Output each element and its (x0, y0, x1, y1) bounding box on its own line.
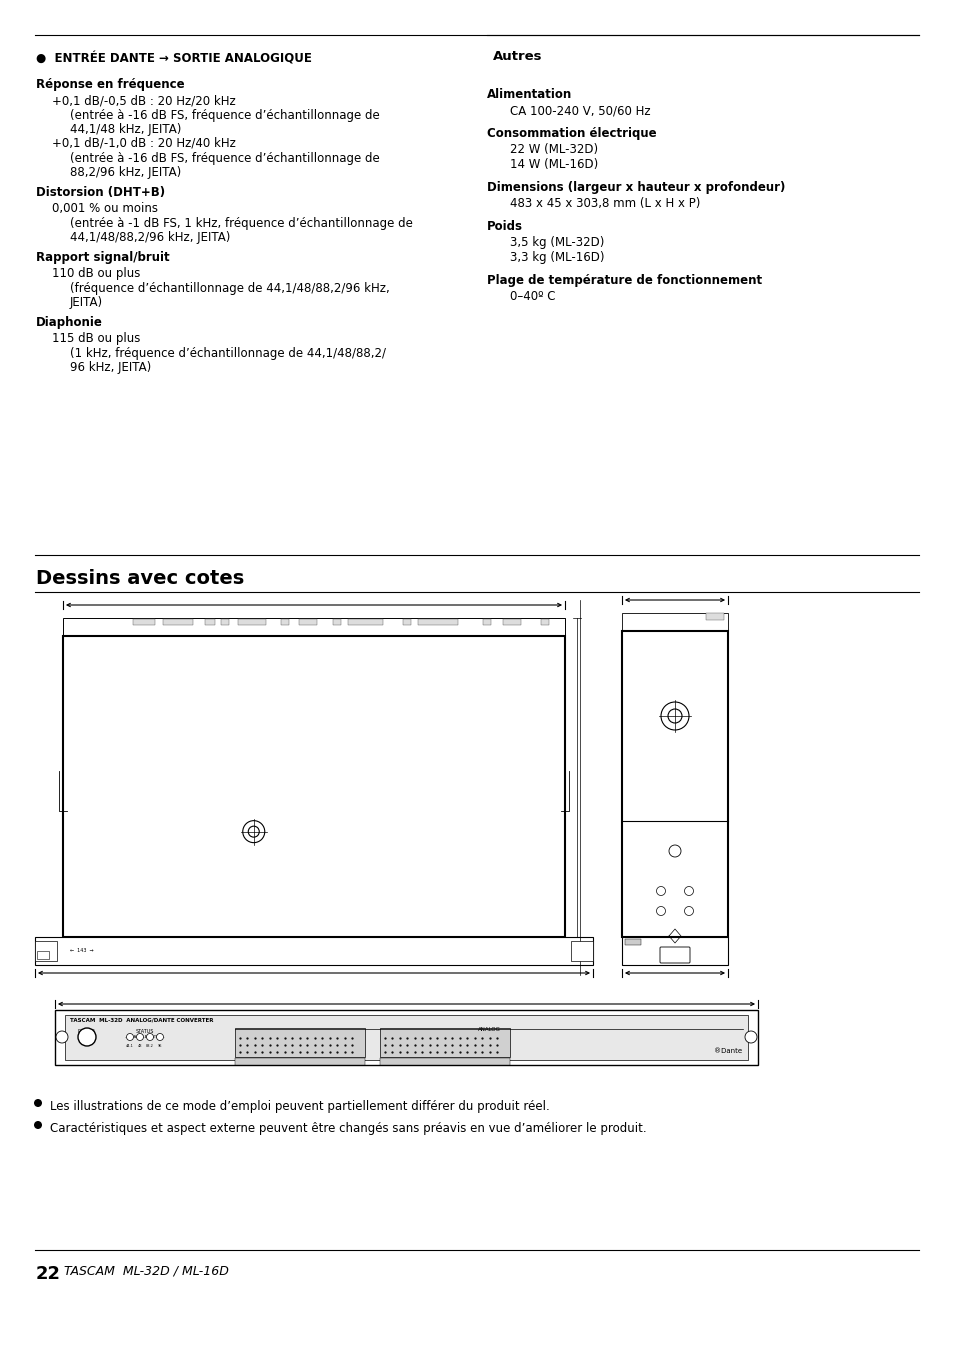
Circle shape (667, 709, 681, 724)
Circle shape (656, 887, 665, 895)
Text: 3,3 kg (ML-16D): 3,3 kg (ML-16D) (510, 251, 604, 265)
Text: 14 W (ML-16D): 14 W (ML-16D) (510, 158, 598, 171)
Text: POWER: POWER (78, 1029, 96, 1034)
Bar (237, 620, 266, 625)
Text: Dimensions (largeur x hauteur x profondeur): Dimensions (largeur x hauteur x profonde… (486, 181, 784, 194)
Circle shape (147, 1034, 153, 1041)
Bar (37, 950, 49, 958)
Circle shape (668, 845, 680, 857)
Bar (333, 620, 340, 625)
Text: 48: 48 (137, 1044, 142, 1048)
Circle shape (78, 1027, 96, 1046)
Text: 44,1/48/88,2/96 kHz, JEITA): 44,1/48/88,2/96 kHz, JEITA) (70, 231, 230, 244)
Text: 3,5 kg (ML-32D): 3,5 kg (ML-32D) (510, 236, 604, 248)
Text: (fréquence d’échantillonnage de 44,1/48/88,2/96 kHz,: (fréquence d’échantillonnage de 44,1/48/… (70, 282, 390, 296)
Circle shape (156, 1034, 163, 1041)
Bar (402, 620, 411, 625)
Bar (132, 620, 154, 625)
Bar (35, 937, 593, 965)
Text: TASCAM  ML-32D / ML-16D: TASCAM ML-32D / ML-16D (64, 1265, 229, 1278)
Text: ANALOG: ANALOG (477, 1027, 500, 1031)
Text: (entrée à -16 dB FS, fréquence d’échantillonnage de: (entrée à -16 dB FS, fréquence d’échanti… (70, 153, 379, 165)
Text: ●  ENTRÉE DANTE → SORTIE ANALOGIQUE: ● ENTRÉE DANTE → SORTIE ANALOGIQUE (36, 53, 312, 65)
Text: 44.1: 44.1 (126, 1044, 133, 1048)
Text: 22: 22 (36, 1265, 61, 1282)
Circle shape (744, 1031, 757, 1044)
Text: (1 kHz, fréquence d’échantillonnage de 44,1/48/88,2/: (1 kHz, fréquence d’échantillonnage de 4… (70, 347, 386, 360)
Circle shape (127, 1034, 133, 1041)
Text: (entrée à -16 dB FS, fréquence d’échantillonnage de: (entrée à -16 dB FS, fréquence d’échanti… (70, 109, 379, 122)
Circle shape (684, 906, 693, 915)
Bar (205, 620, 214, 625)
Circle shape (248, 826, 259, 837)
Bar (221, 620, 229, 625)
Bar (55, 1010, 758, 1065)
Bar (163, 620, 193, 625)
Text: --- SAMPLE RATE ---: --- SAMPLE RATE --- (125, 1035, 165, 1040)
Text: Diaphonie: Diaphonie (36, 316, 103, 329)
Text: 22 W (ML-32D): 22 W (ML-32D) (510, 143, 598, 157)
Bar (540, 620, 548, 625)
Text: Consommation électrique: Consommation électrique (486, 127, 656, 140)
Text: ®Dante: ®Dante (713, 1048, 741, 1054)
Bar (379, 1058, 510, 1065)
Circle shape (136, 1034, 143, 1041)
Text: Dessins avec cotes: Dessins avec cotes (36, 568, 244, 589)
Text: 483 x 45 x 303,8 mm (L x H x P): 483 x 45 x 303,8 mm (L x H x P) (510, 197, 700, 211)
Bar (621, 937, 727, 965)
Text: Plage de température de fonctionnement: Plage de température de fonctionnement (486, 274, 761, 288)
Text: 96: 96 (157, 1044, 162, 1048)
Bar (482, 620, 491, 625)
Text: STATUS: STATUS (135, 1029, 154, 1034)
Bar (65, 1015, 747, 1060)
Bar (63, 618, 564, 636)
Bar (624, 940, 640, 945)
Text: 88.2: 88.2 (146, 1044, 153, 1048)
Circle shape (242, 821, 265, 842)
Text: (entrée à -1 dB FS, 1 kHz, fréquence d’échantillonnage de: (entrée à -1 dB FS, 1 kHz, fréquence d’é… (70, 217, 413, 230)
Text: JEITA): JEITA) (70, 296, 103, 309)
Circle shape (34, 1120, 42, 1129)
Circle shape (660, 702, 688, 730)
Text: 110 dB ou plus: 110 dB ou plus (52, 267, 140, 279)
Bar (571, 941, 593, 961)
Bar (621, 630, 727, 937)
Bar (35, 941, 57, 961)
Text: Alimentation: Alimentation (486, 88, 572, 101)
Text: Distorsion (DHT+B): Distorsion (DHT+B) (36, 186, 165, 198)
Text: 115 dB ou plus: 115 dB ou plus (52, 332, 140, 346)
Bar (63, 636, 564, 937)
Bar (281, 620, 289, 625)
Bar (417, 620, 457, 625)
Circle shape (56, 1031, 68, 1044)
Bar (234, 1058, 365, 1065)
Bar (348, 620, 382, 625)
Text: 44,1/48 kHz, JEITA): 44,1/48 kHz, JEITA) (70, 123, 181, 136)
Circle shape (684, 887, 693, 895)
Bar (379, 1027, 510, 1057)
Text: Poids: Poids (486, 220, 522, 234)
Text: Les illustrations de ce mode d’emploi peuvent partiellement différer du produit : Les illustrations de ce mode d’emploi pe… (50, 1100, 549, 1112)
Bar (705, 613, 723, 620)
Bar (502, 620, 520, 625)
Text: Rapport signal/bruit: Rapport signal/bruit (36, 251, 170, 265)
Text: 96 kHz, JEITA): 96 kHz, JEITA) (70, 360, 152, 374)
Bar (621, 613, 727, 630)
Text: TASCAM  ML-32D  ANALOG/DANTE CONVERTER: TASCAM ML-32D ANALOG/DANTE CONVERTER (70, 1017, 213, 1022)
Text: Caractéristiques et aspect externe peuvent être changés sans préavis en vue d’am: Caractéristiques et aspect externe peuve… (50, 1122, 646, 1135)
Text: Réponse en fréquence: Réponse en fréquence (36, 78, 185, 90)
Text: 0,001 % ou moins: 0,001 % ou moins (52, 202, 158, 215)
Text: 0–40º C: 0–40º C (510, 290, 555, 302)
FancyBboxPatch shape (659, 946, 689, 963)
Bar (234, 1027, 365, 1057)
Text: ←  143  →: ← 143 → (70, 949, 93, 953)
Circle shape (656, 906, 665, 915)
Text: CA 100-240 V, 50/60 Hz: CA 100-240 V, 50/60 Hz (510, 104, 650, 117)
Circle shape (34, 1099, 42, 1107)
Text: 88,2/96 kHz, JEITA): 88,2/96 kHz, JEITA) (70, 166, 181, 180)
Text: +0,1 dB/-1,0 dB : 20 Hz/40 kHz: +0,1 dB/-1,0 dB : 20 Hz/40 kHz (52, 136, 235, 150)
Text: +0,1 dB/-0,5 dB : 20 Hz/20 kHz: +0,1 dB/-0,5 dB : 20 Hz/20 kHz (52, 95, 235, 107)
Bar (298, 620, 316, 625)
Text: Autres: Autres (493, 50, 542, 63)
